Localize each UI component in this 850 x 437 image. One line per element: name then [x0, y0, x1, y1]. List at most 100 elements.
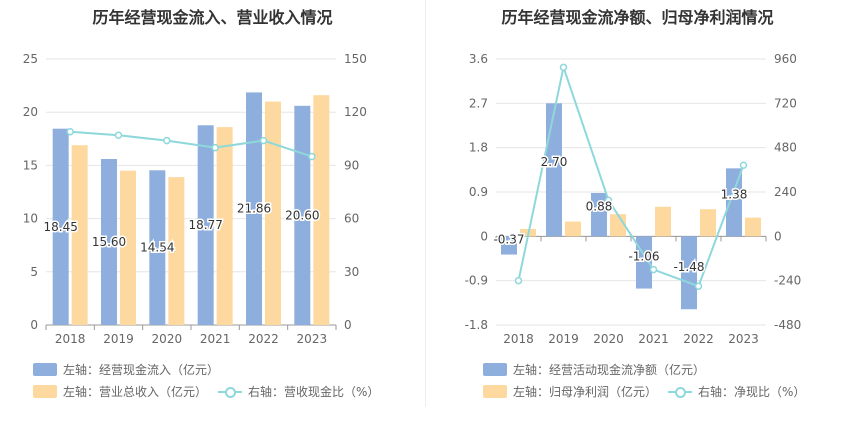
line-point — [211, 143, 219, 152]
bar-series-1 — [726, 168, 742, 237]
y2-tick-label: 150 — [344, 52, 367, 66]
y2-tick-label: 120 — [344, 105, 367, 119]
y-tick-label: 0 — [480, 229, 488, 243]
y2-tick-label: 480 — [774, 141, 797, 155]
legend-line-icon — [668, 385, 692, 398]
bar-series-2 — [216, 127, 233, 325]
legend-label: 右轴：净现比（%） — [698, 385, 806, 399]
y-tick-label: 15 — [23, 158, 38, 172]
bar-series-2 — [71, 145, 88, 325]
bar-data-label: 18.77 — [188, 218, 222, 232]
bar-series-2 — [745, 217, 761, 237]
y-tick-label: 2.7 — [469, 96, 488, 110]
line-series — [517, 63, 745, 288]
y-tick-label: 10 — [23, 212, 38, 226]
x-tick-label: 2022 — [683, 332, 714, 346]
bar-data-label: 18.45 — [43, 220, 77, 234]
legend-item-bar2-right[interactable]: 左轴：归母净利润（亿元） — [483, 383, 657, 400]
bar-series-1 — [501, 236, 517, 255]
y2-tick-label: 0 — [344, 318, 352, 332]
y2-tick-label: 30 — [344, 265, 359, 279]
chart-title-left: 历年经营现金流入、营业收入情况 — [92, 8, 333, 27]
line-series — [70, 130, 313, 158]
bar-series-1 — [681, 236, 697, 310]
x-tick-label: 2020 — [152, 332, 183, 346]
bar-series-2 — [313, 95, 330, 326]
bar-data-label: 21.86 — [237, 202, 271, 216]
line-point — [66, 127, 74, 136]
line-point — [259, 136, 268, 145]
chart-panel-right: 历年经营现金流净额、归母净利润情况 -1.8 -0.9 0 0.9 1.8 2.7 3.6-… — [425, 0, 850, 437]
x-tick-label: 2023 — [728, 332, 759, 346]
bar-series-1 — [294, 105, 311, 325]
y2-tick-label: 90 — [344, 158, 359, 172]
legend-swatch — [33, 363, 57, 376]
bar-series-2 — [655, 206, 671, 237]
legend-label: 右轴：营收现金比（%） — [248, 385, 380, 399]
bar-data-label: 20.60 — [285, 208, 319, 222]
bar-data-label: -1.06 — [628, 249, 659, 263]
legend-swatch — [483, 385, 507, 398]
chart-svg-right: -1.8 -0.9 0 0.9 1.8 2.7 3.6 -480 -240 0 240 480 720 9… — [465, 52, 802, 346]
bar-series-2 — [120, 170, 136, 325]
legend-label: 左轴：营业总收入（亿元） — [63, 385, 208, 399]
x-tick-label: 2021 — [200, 332, 231, 346]
y2-tick-label: -240 — [774, 274, 801, 288]
x-tick-label: 2019 — [548, 332, 579, 346]
legend-item-bar2-left[interactable]: 左轴：营业总收入（亿元） — [33, 383, 207, 400]
y-tick-label: 5 — [30, 265, 38, 279]
legend-swatch — [33, 385, 57, 398]
line-point — [604, 196, 613, 205]
bar-data-label: 15.60 — [92, 235, 126, 249]
line-point — [559, 63, 568, 72]
bar-series-1 — [546, 103, 562, 237]
x-tick-label: 2018 — [503, 332, 534, 346]
y-tick-label: 0.9 — [469, 185, 488, 199]
legend-item-line-right[interactable]: 右轴：净现比（%） — [668, 383, 805, 400]
bar-series-2 — [265, 101, 281, 325]
bar-data-label: 1.38 — [721, 187, 748, 201]
x-tick-label: 2020 — [593, 332, 624, 346]
y-tick-label: 20 — [23, 105, 38, 119]
y2-tick-label: 240 — [774, 185, 797, 199]
bar-series-2 — [700, 209, 716, 237]
legend-item-bar1-right[interactable]: 左轴：经营活动现金流净额（亿元） — [483, 361, 705, 378]
legend-line-icon — [218, 385, 242, 398]
bar-series-2 — [168, 177, 185, 325]
y-tick-label: 1.8 — [469, 141, 488, 155]
legend-item-line-left[interactable]: 右轴：营收现金比（%） — [218, 383, 379, 400]
chart-svg-left: 0 5 10 15 20 25 0 30 60 90 120 150 2018 2019 2020 2021 2… — [23, 52, 367, 346]
bar-data-label: 2.70 — [541, 155, 568, 169]
line-point — [114, 131, 123, 140]
x-tick-label: 2019 — [103, 332, 134, 346]
line-point — [163, 136, 171, 145]
y2-tick-label: 960 — [774, 52, 797, 66]
x-tick-label: 2023 — [297, 332, 328, 346]
bar-data-label: 0.88 — [586, 200, 613, 214]
bar-data-label: -1.48 — [673, 260, 704, 274]
bar-series-1 — [246, 92, 262, 325]
legend-swatch — [483, 363, 507, 376]
chart-title-right: 历年经营现金流净额、归母净利润情况 — [501, 8, 774, 27]
bar-data-label: 14.54 — [140, 241, 174, 255]
y-tick-label: 25 — [23, 52, 38, 66]
panel-divider — [425, 0, 426, 407]
line-point — [739, 161, 748, 169]
line-point — [308, 152, 316, 161]
y2-tick-label: 720 — [774, 96, 797, 110]
y-tick-label: 0 — [30, 318, 38, 332]
bar-series-1 — [149, 170, 166, 325]
legend-label: 左轴：经营现金流入（亿元） — [63, 363, 220, 377]
line-point — [649, 265, 658, 274]
y2-tick-label: -480 — [774, 318, 801, 332]
y2-tick-label: 60 — [344, 212, 359, 226]
bar-series-1 — [591, 192, 607, 237]
chart-panel-left: 历年经营现金流入、营业收入情况 0 5 10 15 20 25 0 30 60 90 120 150 2… — [23, 8, 380, 400]
line-point — [694, 282, 703, 290]
legend-item-bar1-left[interactable]: 左轴：经营现金流入（亿元） — [33, 361, 219, 378]
bar-series-1 — [197, 125, 214, 325]
x-tick-label: 2018 — [55, 332, 86, 346]
legend-label: 左轴：经营活动现金流净额（亿元） — [513, 363, 706, 377]
line-point — [514, 276, 523, 285]
x-tick-label: 2022 — [248, 332, 279, 346]
